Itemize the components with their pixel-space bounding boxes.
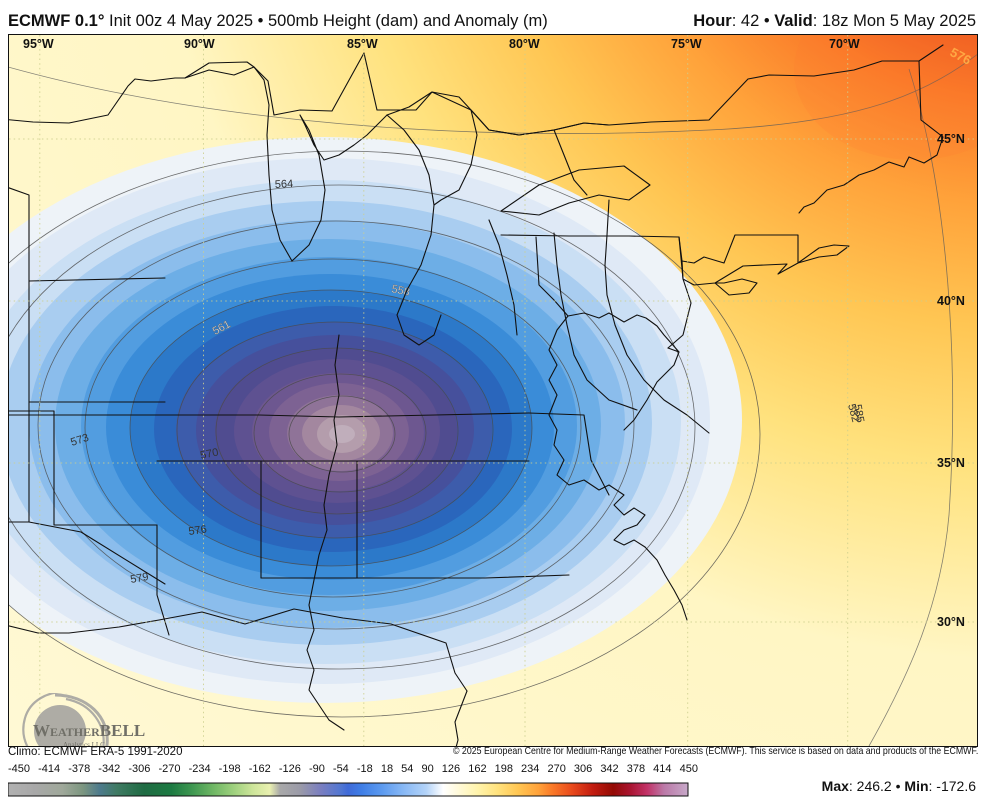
svg-text:WEATHERBELL: WEATHERBELL [33, 721, 145, 740]
svg-text:564: 564 [275, 178, 294, 191]
svg-text:576: 576 [188, 524, 208, 538]
